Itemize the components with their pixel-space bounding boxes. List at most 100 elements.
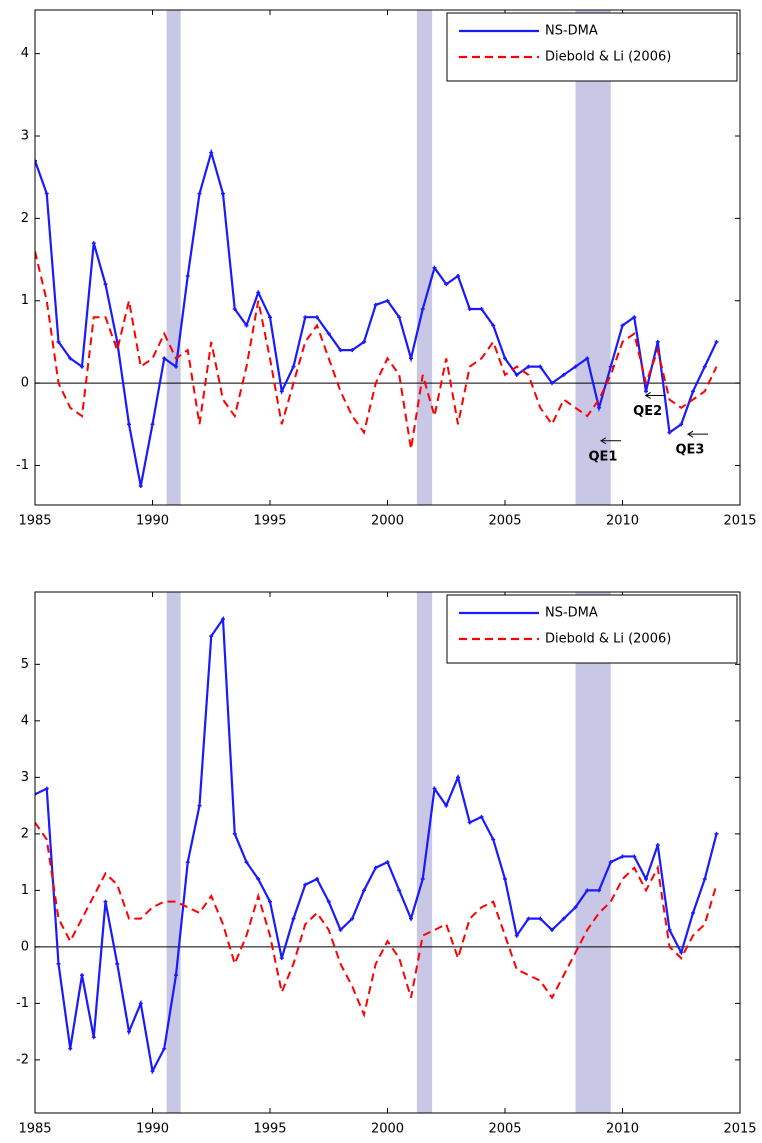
point-marker — [91, 1035, 96, 1040]
point-marker — [444, 803, 449, 808]
point-marker — [80, 364, 84, 369]
point-marker — [585, 356, 590, 361]
point-marker — [373, 302, 378, 307]
point-marker — [303, 315, 308, 320]
point-marker — [185, 274, 190, 279]
point-marker — [632, 315, 637, 320]
point-marker — [197, 191, 202, 196]
point-marker — [561, 372, 566, 377]
point-marker — [91, 241, 96, 246]
point-marker — [209, 150, 214, 155]
y-tick-label: -1 — [16, 996, 29, 1011]
legend-label: NS-DMA — [545, 24, 598, 39]
point-marker — [385, 298, 390, 303]
point-marker — [244, 323, 249, 328]
point-marker — [44, 786, 49, 791]
x-tick-label: 2010 — [606, 1122, 639, 1137]
point-marker — [268, 899, 272, 904]
point-marker — [209, 634, 214, 639]
recession-band — [575, 592, 611, 1113]
point-marker — [127, 1029, 131, 1034]
point-marker — [68, 1046, 73, 1051]
point-marker — [35, 792, 37, 797]
point-marker — [256, 290, 261, 295]
point-marker — [385, 860, 390, 865]
x-tick-label: 2000 — [371, 1122, 404, 1137]
plot-frame — [34, 591, 741, 1114]
x-tick-label: 2005 — [488, 514, 521, 529]
point-marker — [232, 306, 237, 311]
point-marker — [56, 339, 61, 344]
point-marker — [585, 888, 590, 893]
point-marker — [397, 315, 402, 320]
point-marker — [491, 323, 496, 328]
x-tick-label: 2000 — [371, 514, 404, 529]
point-marker — [573, 905, 578, 910]
plot-area — [35, 592, 740, 1113]
recession-band — [416, 10, 433, 505]
point-marker — [362, 339, 366, 344]
point-marker — [679, 422, 684, 427]
point-marker — [303, 882, 308, 887]
point-marker — [162, 356, 167, 361]
point-marker — [315, 315, 319, 320]
point-marker — [221, 617, 225, 622]
x-tick-label: 2015 — [723, 1122, 756, 1137]
point-marker — [655, 843, 660, 848]
point-marker — [691, 389, 695, 394]
point-marker — [221, 191, 225, 196]
point-marker — [479, 814, 484, 819]
point-marker — [526, 916, 531, 921]
point-marker — [620, 323, 625, 328]
point-marker — [667, 927, 672, 932]
point-marker — [655, 339, 660, 344]
y-tick-label: 4 — [21, 713, 29, 728]
point-marker — [608, 364, 613, 369]
point-marker — [197, 803, 202, 808]
x-tick-label: 1995 — [253, 514, 286, 529]
y-tick-label: 5 — [21, 657, 29, 672]
point-marker — [256, 877, 261, 882]
point-marker — [514, 933, 519, 938]
point-marker — [597, 888, 601, 893]
point-marker — [514, 372, 519, 377]
point-marker — [714, 339, 719, 344]
chart: QE1 QE2 QE3 1985 1990 1995 2000 2005 2010 2015 -1 0… — [16, 9, 757, 529]
y-tick-label: 3 — [21, 129, 29, 144]
x-tick-label: 1985 — [18, 1122, 51, 1137]
point-marker — [315, 877, 319, 882]
point-marker — [338, 927, 343, 932]
point-marker — [503, 356, 507, 361]
x-tick-label: 2015 — [723, 514, 756, 529]
annotation-label: QE1 — [589, 449, 618, 464]
legend-label: NS-DMA — [545, 606, 598, 621]
y-tick-label: -1 — [16, 458, 29, 473]
arrow-head — [600, 437, 607, 445]
y-tick-label: 3 — [21, 770, 29, 785]
y-tick-label: 0 — [21, 939, 29, 954]
point-marker — [432, 786, 437, 791]
arrow-head — [644, 392, 651, 399]
y-tick-label: -2 — [16, 1052, 29, 1067]
point-marker — [632, 854, 637, 859]
point-marker — [550, 381, 554, 386]
point-marker — [561, 916, 566, 921]
point-marker — [691, 910, 695, 915]
point-marker — [103, 899, 108, 904]
x-tick-label: 1990 — [136, 1122, 169, 1137]
point-marker — [185, 860, 190, 865]
point-marker — [608, 860, 613, 865]
point-marker — [420, 306, 425, 311]
point-marker — [150, 1069, 155, 1074]
x-tick-label: 1990 — [136, 514, 169, 529]
point-marker — [456, 274, 460, 279]
point-marker — [362, 888, 366, 893]
x-tick-label: 2010 — [606, 514, 639, 529]
point-marker — [80, 973, 84, 978]
plot-frame — [34, 9, 741, 506]
point-marker — [150, 422, 155, 427]
point-marker — [232, 831, 237, 836]
point-marker — [268, 315, 272, 320]
point-marker — [526, 364, 531, 369]
